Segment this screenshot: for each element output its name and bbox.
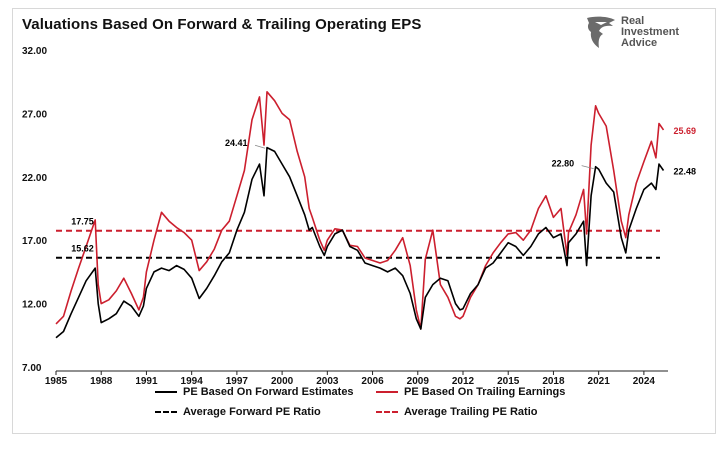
x-tick-label: 2000 <box>271 376 294 387</box>
eagle-logo-icon <box>587 16 615 48</box>
legend-item-forward: PE Based On Forward Estimates <box>155 386 354 398</box>
y-axis-ticks: 7.00 12.00 17.00 22.00 27.00 32.00 <box>22 46 47 374</box>
x-tick-label: 2009 <box>407 376 430 387</box>
legend-item-avg-forward: Average Forward PE Ratio <box>155 406 321 418</box>
x-tick-label: 2024 <box>633 376 656 387</box>
y-tick-label: 17.00 <box>22 236 47 247</box>
chart-card <box>12 8 716 434</box>
annotation-leader <box>581 165 594 170</box>
legend-label-trailing: PE Based On Trailing Earnings <box>404 386 566 398</box>
x-tick-label: 2021 <box>588 376 611 387</box>
y-tick-label: 27.00 <box>22 109 47 120</box>
annotation-label: 15.62 <box>71 244 94 254</box>
forward-pe-line <box>55 146 665 339</box>
series-lines <box>55 91 665 339</box>
legend-swatch-trailing <box>376 391 398 393</box>
y-tick-label: 22.00 <box>22 173 47 184</box>
y-tick-label: 12.00 <box>22 300 47 311</box>
logo-line-2: Investment <box>621 26 680 38</box>
legend-swatch-avg-trailing <box>376 411 398 413</box>
x-tick-label: 2018 <box>542 376 565 387</box>
x-tick-label: 1994 <box>181 376 204 387</box>
legend-item-avg-trailing: Average Trailing PE Ratio <box>376 406 537 418</box>
annotation-label: 25.69 <box>673 126 696 136</box>
y-tick-label: 7.00 <box>22 363 42 374</box>
x-tick-label: 1991 <box>135 376 158 387</box>
brand-logo-text: Real Investment Advice <box>621 16 679 49</box>
annotations: 24.41 17.75 15.62 22.80 25.69 22.48 <box>71 126 696 254</box>
legend-item-trailing: PE Based On Trailing Earnings <box>376 386 565 398</box>
logo-line-3: Advice <box>621 37 658 49</box>
x-tick-label: 1985 <box>45 376 68 387</box>
x-tick-label: 1997 <box>226 376 249 387</box>
annotation-label: 22.48 <box>673 167 696 177</box>
x-tick-label: 1988 <box>90 376 113 387</box>
x-tick-label: 2015 <box>497 376 520 387</box>
average-lines <box>56 229 660 259</box>
x-axis-ticks: 1985 1988 1991 1994 1997 2000 2003 2006 2009 2012… <box>45 371 656 387</box>
legend-label-avg-forward: Average Forward PE Ratio <box>183 406 321 418</box>
legend-swatch-forward <box>155 391 177 393</box>
x-tick-label: 2006 <box>361 376 384 387</box>
logo-line-1: Real <box>621 15 645 27</box>
annotation-label: 17.75 <box>71 217 94 227</box>
brand-logo: Real Investment Advice <box>585 14 695 54</box>
trailing-pe-line <box>55 91 665 330</box>
legend-label-avg-trailing: Average Trailing PE Ratio <box>404 406 538 418</box>
chart-title: Valuations Based On Forward & Trailing O… <box>22 16 422 33</box>
legend-swatch-avg-forward <box>155 411 177 413</box>
y-tick-label: 32.00 <box>22 46 47 57</box>
annotation-leader <box>254 144 266 149</box>
annotation-label: 22.80 <box>552 159 575 169</box>
legend-label-forward: PE Based On Forward Estimates <box>183 386 354 398</box>
x-tick-label: 2003 <box>316 376 339 387</box>
x-tick-label: 2012 <box>452 376 475 387</box>
annotation-label: 24.41 <box>225 138 248 148</box>
